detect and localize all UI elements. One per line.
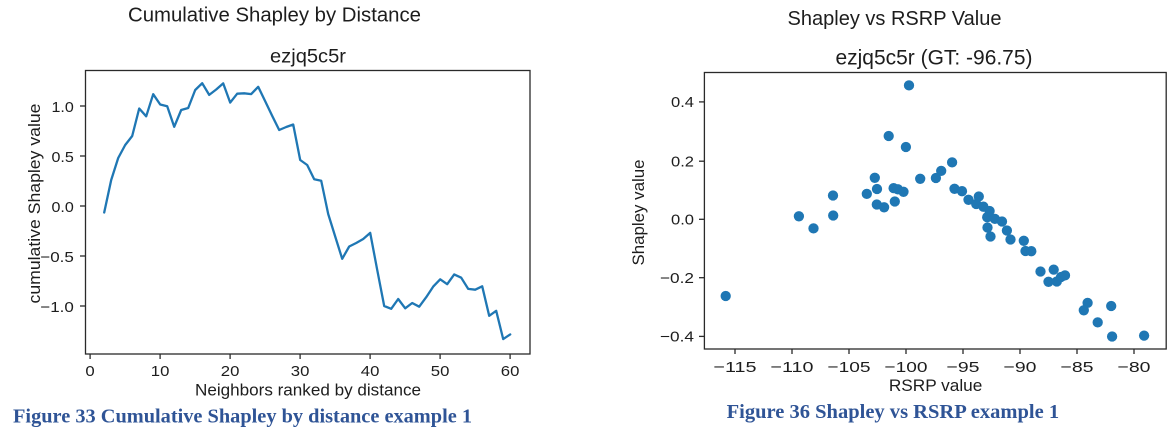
svg-text:Figure 36 Shapley vs RSRP exam: Figure 36 Shapley vs RSRP example 1 (727, 401, 1060, 423)
svg-text:20: 20 (221, 363, 240, 380)
svg-text:−80: −80 (1118, 359, 1151, 376)
svg-text:30: 30 (291, 363, 310, 380)
svg-text:0.0: 0.0 (671, 212, 694, 229)
svg-text:−90: −90 (1004, 359, 1037, 376)
svg-text:0.2: 0.2 (671, 153, 694, 170)
svg-text:−0.2: −0.2 (660, 270, 694, 287)
svg-text:−1.0: −1.0 (40, 299, 74, 316)
svg-text:0.0: 0.0 (52, 199, 74, 216)
svg-text:cumulative Shapley value: cumulative Shapley value (25, 104, 44, 304)
svg-text:−110: −110 (771, 359, 814, 376)
svg-text:Neighbors ranked by distance: Neighbors ranked by distance (195, 380, 421, 399)
svg-text:−85: −85 (1061, 359, 1094, 376)
svg-text:−0.4: −0.4 (660, 329, 694, 346)
svg-text:60: 60 (501, 363, 520, 380)
svg-text:Shapley value: Shapley value (629, 160, 648, 266)
svg-text:RSRP value: RSRP value (889, 376, 983, 395)
svg-text:ezjq5c5r (GT: -96.75): ezjq5c5r (GT: -96.75) (836, 47, 1033, 70)
svg-text:1.0: 1.0 (52, 99, 74, 116)
svg-text:10: 10 (151, 363, 170, 380)
svg-text:0.4: 0.4 (671, 94, 694, 111)
svg-text:−115: −115 (714, 359, 757, 376)
svg-text:0: 0 (85, 363, 94, 380)
svg-text:Shapley vs RSRP Value: Shapley vs RSRP Value (788, 8, 1002, 30)
svg-text:−105: −105 (828, 359, 871, 376)
svg-text:ezjq5c5r: ezjq5c5r (270, 47, 347, 68)
svg-text:−0.5: −0.5 (40, 249, 74, 266)
svg-text:Figure 33 Cumulative Shapley b: Figure 33 Cumulative Shapley by distance… (13, 405, 472, 427)
svg-text:−100: −100 (885, 359, 928, 376)
svg-text:Cumulative Shapley by Distance: Cumulative Shapley by Distance (128, 4, 421, 26)
svg-text:40: 40 (361, 363, 380, 380)
svg-text:50: 50 (431, 363, 450, 380)
svg-text:−95: −95 (947, 359, 980, 376)
svg-text:0.5: 0.5 (52, 149, 74, 166)
